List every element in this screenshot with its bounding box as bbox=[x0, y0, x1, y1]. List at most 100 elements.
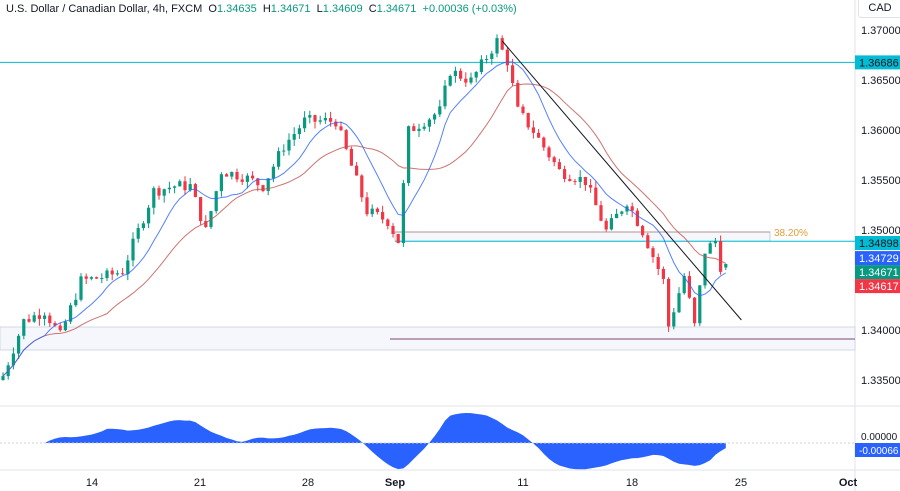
candle-body bbox=[490, 53, 494, 59]
candle-body bbox=[282, 150, 286, 152]
candle-body bbox=[604, 220, 608, 230]
candle-body bbox=[230, 172, 234, 177]
candle-body bbox=[349, 148, 353, 166]
candle-body bbox=[292, 133, 296, 140]
candle-body bbox=[547, 147, 551, 158]
candle-body bbox=[100, 278, 104, 280]
candle-body bbox=[131, 238, 135, 261]
fib-382-label: 38.20% bbox=[774, 228, 808, 239]
candle-body bbox=[505, 49, 509, 66]
candle-body bbox=[609, 218, 613, 230]
candle-body bbox=[63, 321, 67, 331]
candle-body bbox=[318, 120, 322, 122]
time-tick: 11 bbox=[517, 477, 528, 489]
candle-body bbox=[438, 106, 442, 115]
candle-body bbox=[401, 183, 405, 244]
candle-body bbox=[225, 174, 229, 177]
candle-body bbox=[245, 175, 249, 182]
candle-body bbox=[682, 276, 686, 294]
time-tick: Sep bbox=[385, 477, 405, 489]
candle-body bbox=[422, 126, 426, 129]
candle-body bbox=[271, 166, 275, 179]
candle-body bbox=[708, 243, 712, 254]
candle-body bbox=[193, 184, 197, 198]
price-tag-0-label: 1.34729 bbox=[859, 253, 899, 265]
currency-button[interactable]: CAD bbox=[858, 0, 900, 18]
candle-body bbox=[583, 176, 587, 185]
candle-body bbox=[407, 126, 411, 184]
candle-body bbox=[105, 270, 109, 279]
candle-body bbox=[443, 85, 447, 107]
candle-body bbox=[339, 126, 343, 131]
fib-level-price-label: 1.34898 bbox=[859, 238, 899, 250]
candle-body bbox=[74, 299, 78, 306]
candle-body bbox=[448, 75, 452, 86]
candle-body bbox=[687, 276, 691, 298]
candle-body bbox=[152, 188, 156, 208]
candle-body bbox=[677, 293, 681, 313]
candle-body bbox=[693, 297, 697, 324]
candle-body bbox=[121, 273, 125, 275]
candle-body bbox=[313, 115, 317, 122]
candle-body bbox=[391, 225, 395, 234]
resistance-price-label: 1.36686 bbox=[859, 57, 899, 69]
candle-body bbox=[162, 189, 166, 196]
candle-body bbox=[713, 241, 717, 244]
candle-body bbox=[17, 335, 21, 354]
candle-body bbox=[251, 175, 255, 179]
time-tick: 14 bbox=[86, 477, 98, 489]
candle-body bbox=[48, 315, 52, 324]
price-tag-1-tag bbox=[855, 265, 900, 280]
indicator-value-label: -0.00066 bbox=[859, 446, 899, 457]
candle-body bbox=[110, 270, 114, 275]
candle-body bbox=[521, 106, 525, 114]
fast-moving-average bbox=[2, 61, 727, 377]
fib-box bbox=[394, 231, 771, 242]
indicator-value-tag bbox=[855, 443, 900, 457]
candle-body bbox=[594, 187, 598, 206]
candle-body bbox=[58, 325, 62, 331]
candle-body bbox=[563, 169, 567, 179]
candle-body bbox=[43, 315, 47, 319]
time-tick: 28 bbox=[302, 477, 314, 489]
candle-body bbox=[84, 276, 88, 279]
candle-body bbox=[69, 305, 73, 322]
candle-body bbox=[396, 233, 400, 244]
candle-body bbox=[620, 211, 624, 214]
candle-body bbox=[698, 285, 702, 324]
candle-body bbox=[53, 323, 57, 326]
candle-body bbox=[89, 277, 93, 279]
candle-body bbox=[261, 185, 265, 192]
candle-body bbox=[126, 260, 130, 275]
candle-body bbox=[287, 139, 291, 151]
slow-moving-average bbox=[2, 83, 727, 377]
candle-body bbox=[537, 132, 541, 138]
time-tick: 21 bbox=[194, 477, 206, 489]
candle-body bbox=[37, 315, 41, 319]
candle-body bbox=[204, 221, 208, 228]
time-tick: Oct bbox=[839, 477, 858, 489]
candle-body bbox=[646, 235, 650, 249]
candle-body bbox=[589, 184, 593, 188]
candle-body bbox=[329, 117, 333, 122]
price-tick: 1.33500 bbox=[861, 375, 900, 387]
candle-body bbox=[334, 121, 338, 127]
candle-body bbox=[79, 276, 83, 300]
symbol-title: U.S. Dollar / Canadian Dollar, 4h, FXCM bbox=[6, 3, 203, 15]
candle-body bbox=[599, 205, 603, 221]
candle-body bbox=[386, 219, 390, 226]
candle-body bbox=[469, 77, 473, 83]
open-value: 1.34635 bbox=[216, 3, 257, 15]
candle-body bbox=[651, 248, 655, 258]
price-tag-2-label: 1.34617 bbox=[859, 281, 899, 293]
candle-body bbox=[360, 175, 364, 198]
candle-body bbox=[32, 315, 36, 322]
candle-body bbox=[199, 197, 203, 222]
fib-level-price-tag bbox=[855, 236, 900, 250]
candle-body bbox=[157, 188, 161, 196]
candle-body bbox=[672, 312, 676, 327]
candle-body bbox=[542, 137, 546, 148]
price-tick: 1.36500 bbox=[861, 75, 900, 87]
time-tick: 25 bbox=[735, 477, 747, 489]
